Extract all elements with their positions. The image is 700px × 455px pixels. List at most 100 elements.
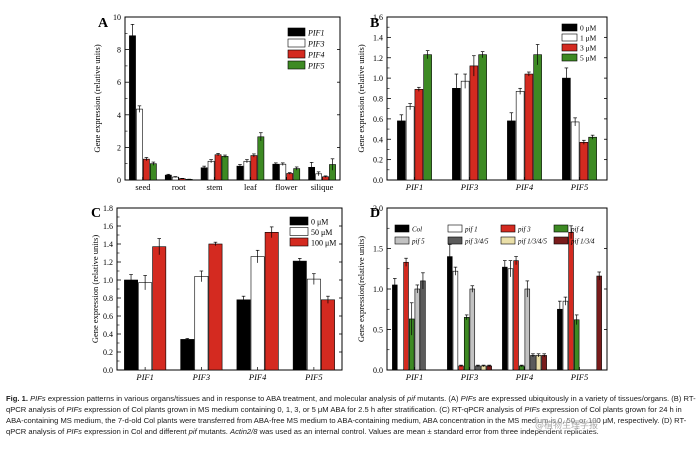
bar (214, 154, 222, 181)
bar (588, 136, 597, 181)
y-tick-label: 10 (113, 13, 121, 22)
bar (200, 167, 208, 181)
bar (513, 260, 519, 371)
y-tick-label: 1.4 (373, 33, 383, 42)
y-tick-label: 0.0 (103, 366, 113, 375)
x-tick-label: PIF3 (460, 372, 478, 382)
bar (292, 260, 307, 371)
x-tick-label: PIF1 (405, 182, 423, 192)
figure-caption: Fig. 1. PIFs expression patterns in vari… (6, 393, 696, 437)
bar (533, 54, 542, 181)
legend-swatch (289, 227, 309, 236)
legend-swatch (500, 224, 516, 233)
y-axis-label: Gene expression(relative units) (356, 236, 366, 342)
legend-swatch (561, 53, 578, 62)
legend-swatch (561, 23, 578, 32)
bar (405, 106, 415, 181)
legend-swatch (447, 224, 463, 233)
legend-swatch (287, 27, 306, 37)
legend-swatch (553, 236, 569, 245)
bar (152, 246, 167, 371)
y-tick-label: 0.6 (103, 312, 113, 321)
caption-segment: mutants. (196, 427, 231, 436)
caption-segment: pif (407, 394, 416, 403)
legend-swatch (394, 236, 410, 245)
caption-segment: PIFs (30, 394, 46, 403)
legend-label: pif 4 (570, 226, 584, 234)
y-tick-label: 1.2 (103, 258, 113, 267)
legend-label: 50 μM (311, 228, 332, 237)
bar (573, 319, 580, 371)
legend-label: 3 μM (580, 44, 597, 53)
bar (306, 278, 321, 371)
bar (507, 120, 516, 181)
legend-swatch (289, 216, 309, 226)
bar (272, 163, 280, 181)
bar (397, 120, 406, 181)
bar (524, 73, 534, 181)
x-tick-label: PIF5 (304, 372, 322, 382)
bar (143, 158, 150, 181)
legend-swatch (561, 43, 578, 52)
y-tick-label: 1.6 (103, 222, 113, 231)
bar (243, 160, 251, 181)
legend-label: pif 5 (411, 238, 425, 246)
y-tick-label: 0.4 (373, 135, 383, 144)
x-tick-label: silique (311, 182, 334, 192)
y-tick-label: 8 (117, 46, 121, 55)
bar (279, 163, 287, 181)
panel-letter: D (370, 206, 380, 221)
bar (392, 284, 398, 371)
caption-segment: PIFs (460, 394, 477, 403)
bar (149, 163, 157, 181)
bar (403, 261, 409, 371)
panel-letter: B (370, 16, 379, 31)
legend-label: 0 μM (580, 24, 597, 33)
bar (236, 299, 251, 371)
bar (180, 339, 195, 371)
y-tick-label: 1.4 (103, 240, 113, 249)
bar (250, 256, 265, 371)
bar (208, 243, 223, 371)
y-tick-label: 0.4 (103, 330, 113, 339)
caption-segment: Actin2/8 (230, 427, 258, 436)
y-tick-label: 2.0 (373, 204, 383, 213)
caption-segment: expression in Col and different (81, 427, 189, 436)
legend-label: 5 μM (580, 54, 597, 63)
x-tick-label: PIF1 (135, 372, 153, 382)
y-tick-label: 1.0 (373, 74, 383, 83)
legend-label: PIF4 (307, 51, 324, 60)
y-tick-label: 4 (117, 111, 121, 120)
y-tick-label: 1.0 (373, 285, 383, 294)
y-axis-label: Gene expression (relative units) (92, 44, 102, 153)
bar (469, 65, 479, 181)
bar (502, 266, 508, 371)
bar (562, 300, 569, 371)
y-tick-label: 0.2 (103, 348, 113, 357)
y-tick-label: 0.0 (373, 366, 383, 375)
bar (138, 282, 153, 371)
y-tick-label: 0.6 (373, 115, 383, 124)
figure-canvas: A 0 2 4 6 8 10 Gene expression (relative units)… (90, 13, 608, 382)
bar (447, 256, 453, 371)
y-axis-label: Gene expression (relative units) (356, 44, 366, 153)
bar (124, 279, 138, 371)
caption-segment: was used as an internal control. Values … (257, 427, 599, 436)
x-tick-label: leaf (244, 182, 257, 192)
bar (423, 54, 432, 181)
bar (136, 108, 143, 181)
bar (535, 355, 542, 371)
x-tick-label: PIF3 (460, 182, 478, 192)
bar (478, 54, 487, 181)
legend-label: PIF5 (307, 62, 324, 71)
panel-letter: A (98, 16, 109, 31)
bar (264, 232, 279, 371)
x-tick-label: stem (207, 182, 223, 192)
y-tick-label: 1.0 (103, 276, 113, 285)
bar (194, 276, 209, 371)
x-tick-label: flower (275, 182, 297, 192)
y-tick-label: 1.2 (373, 54, 383, 63)
bar (257, 136, 265, 181)
legend-label: pif 1/3/4/5 (517, 238, 547, 246)
y-axis-label: Gene expression (relative units) (90, 235, 100, 344)
